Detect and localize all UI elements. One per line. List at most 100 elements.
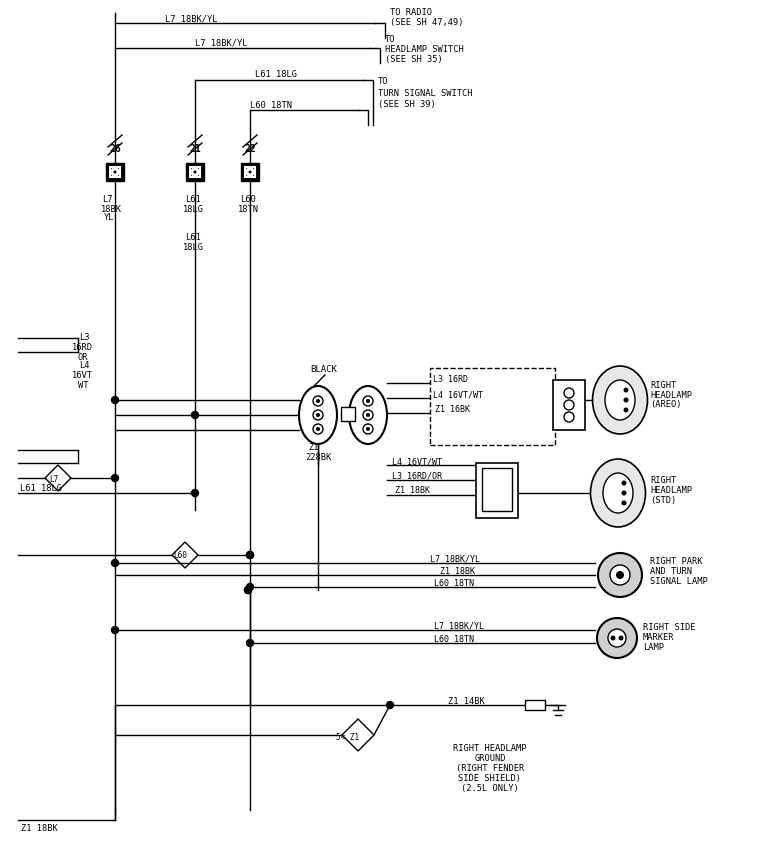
Circle shape [610, 565, 630, 585]
Text: Z1 14BK: Z1 14BK [448, 697, 484, 705]
Text: AND TURN: AND TURN [650, 568, 692, 576]
Circle shape [621, 500, 627, 505]
Circle shape [564, 412, 574, 422]
Text: 18LG: 18LG [183, 243, 204, 251]
Text: TO: TO [385, 36, 395, 44]
Text: L7 18BK/YL: L7 18BK/YL [195, 38, 248, 48]
Text: TURN SIGNAL SWITCH: TURN SIGNAL SWITCH [378, 89, 472, 97]
Bar [430, 368, 555, 445]
Circle shape [387, 701, 394, 709]
Bar [110, 167, 120, 177]
Text: 18TN: 18TN [238, 204, 259, 214]
Text: Z1: Z1 [308, 444, 318, 452]
Text: 26: 26 [109, 144, 121, 154]
Text: L60: L60 [240, 196, 256, 204]
Text: 18LG: 18LG [183, 204, 204, 214]
Text: L60 18TN: L60 18TN [434, 634, 474, 644]
Text: HEADLAMP: HEADLAMP [650, 486, 692, 494]
Text: 21: 21 [189, 144, 201, 154]
Circle shape [112, 559, 118, 567]
Circle shape [245, 587, 251, 593]
Ellipse shape [591, 459, 645, 527]
Text: Z1 16BK: Z1 16BK [435, 405, 470, 415]
Text: L4 16VT/WT: L4 16VT/WT [433, 391, 483, 399]
Circle shape [624, 408, 628, 412]
Text: L61: L61 [185, 196, 201, 204]
Text: L60 18TN: L60 18TN [250, 101, 292, 109]
Text: SIDE SHIELD): SIDE SHIELD) [458, 774, 521, 782]
Text: (SEE SH 47,49): (SEE SH 47,49) [390, 19, 464, 27]
Circle shape [191, 490, 198, 497]
Circle shape [366, 427, 370, 431]
Text: WT: WT [78, 380, 88, 390]
Circle shape [316, 427, 320, 431]
Text: L4: L4 [79, 361, 89, 369]
Circle shape [366, 413, 370, 417]
Bar [553, 380, 585, 430]
Text: L3 16RD: L3 16RD [433, 375, 468, 385]
Circle shape [313, 424, 323, 434]
Text: L61 18LG: L61 18LG [255, 70, 297, 80]
Circle shape [616, 571, 624, 579]
Circle shape [313, 396, 323, 406]
Circle shape [313, 410, 323, 420]
Text: YL: YL [104, 214, 115, 222]
Circle shape [597, 618, 637, 658]
Circle shape [112, 627, 118, 634]
Circle shape [247, 583, 254, 591]
Circle shape [624, 387, 628, 392]
Text: L60 18TN: L60 18TN [434, 579, 474, 587]
Text: (SEE SH 39): (SEE SH 39) [378, 99, 436, 109]
Text: OR: OR [78, 352, 88, 362]
Bar [241, 163, 259, 181]
Text: Z1 18BK: Z1 18BK [440, 567, 475, 575]
Circle shape [194, 170, 197, 174]
Text: MARKER: MARKER [643, 634, 674, 642]
Circle shape [564, 388, 574, 398]
Text: HEADLAMP SWITCH: HEADLAMP SWITCH [385, 45, 464, 55]
Text: 5< Z1: 5< Z1 [337, 733, 360, 741]
Circle shape [112, 475, 118, 481]
Bar [186, 163, 204, 181]
Text: L61: L61 [185, 233, 201, 243]
Circle shape [621, 491, 627, 496]
Circle shape [366, 399, 370, 403]
Ellipse shape [605, 380, 635, 420]
Circle shape [363, 410, 373, 420]
Bar [106, 163, 124, 181]
Text: 228BK: 228BK [305, 452, 331, 462]
Circle shape [363, 424, 373, 434]
Circle shape [363, 396, 373, 406]
Text: (2.5L ONLY): (2.5L ONLY) [461, 783, 519, 793]
Text: L7 18BK/YL: L7 18BK/YL [430, 555, 480, 563]
Text: L4 16VT/WT: L4 16VT/WT [392, 457, 442, 467]
Text: 18BK: 18BK [101, 204, 122, 214]
Ellipse shape [592, 366, 647, 434]
Text: (AREO): (AREO) [650, 400, 681, 410]
Circle shape [247, 551, 254, 558]
Bar [190, 167, 200, 177]
Circle shape [564, 400, 574, 410]
Ellipse shape [299, 386, 337, 444]
Text: RIGHT PARK: RIGHT PARK [650, 557, 703, 567]
Circle shape [618, 635, 624, 640]
Circle shape [608, 629, 626, 647]
Text: (SEE SH 35): (SEE SH 35) [385, 56, 443, 64]
Text: HEADLAMP: HEADLAMP [650, 391, 692, 399]
Text: L7 18BK/YL: L7 18BK/YL [165, 15, 218, 23]
Text: L7: L7 [102, 196, 112, 204]
Text: RIGHT HEADLAMP: RIGHT HEADLAMP [453, 744, 527, 752]
Circle shape [247, 640, 254, 646]
Text: 22: 22 [244, 144, 256, 154]
Text: 16RD: 16RD [72, 343, 93, 351]
Text: (RIGHT FENDER: (RIGHT FENDER [456, 764, 524, 773]
Circle shape [111, 168, 119, 176]
Text: L7 18BK/YL: L7 18BK/YL [434, 622, 484, 630]
Circle shape [316, 413, 320, 417]
Text: SIGNAL LAMP: SIGNAL LAMP [650, 577, 707, 587]
Bar [525, 700, 545, 710]
Text: RIGHT SIDE: RIGHT SIDE [643, 623, 695, 633]
Bar [476, 463, 518, 517]
Circle shape [621, 481, 627, 486]
Ellipse shape [603, 473, 633, 513]
